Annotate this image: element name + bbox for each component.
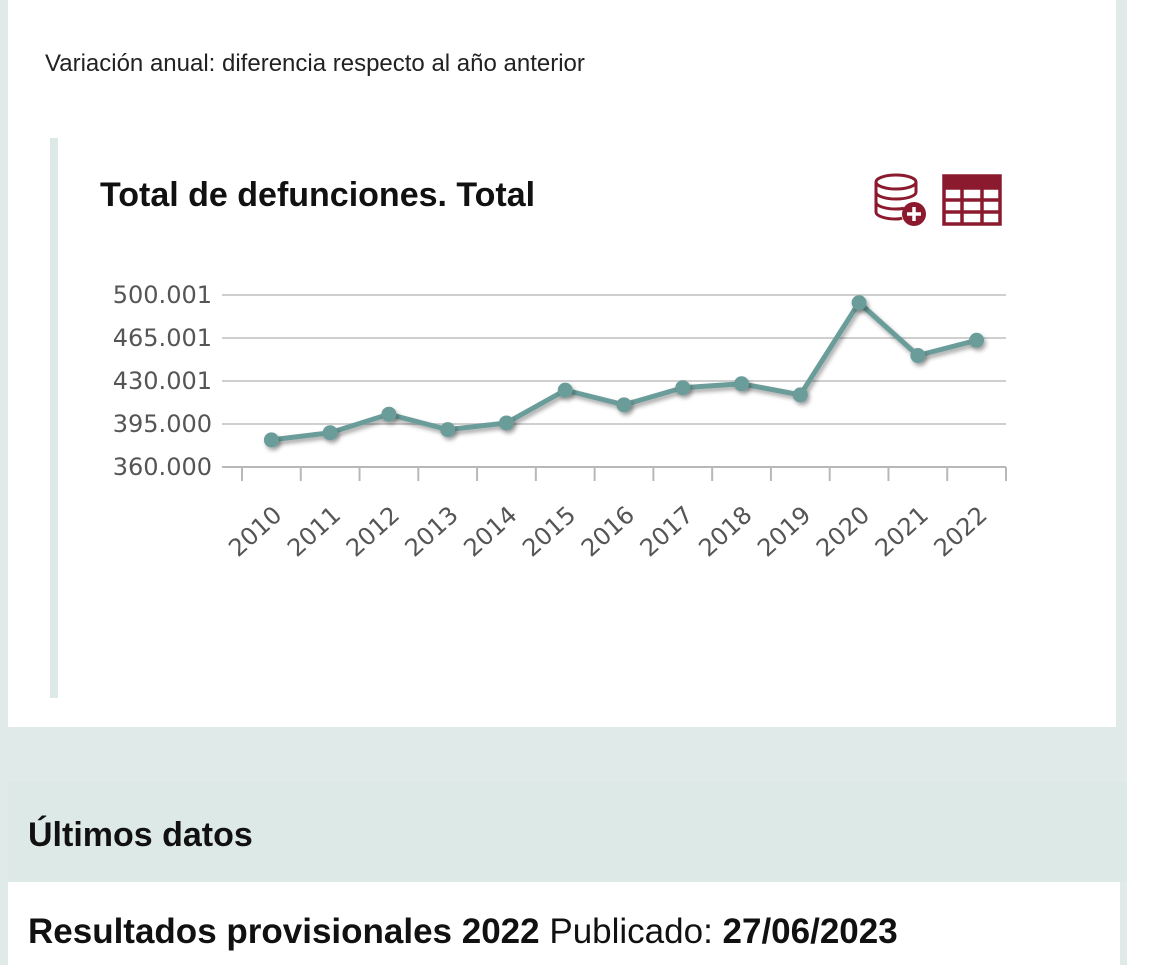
data-point <box>557 382 573 398</box>
latest-data-header: Últimos datos <box>8 782 1127 882</box>
y-tick-label: 430.001 <box>113 367 212 395</box>
data-point <box>675 380 691 396</box>
chart-title: Total de defunciones. Total <box>100 176 536 214</box>
data-point <box>498 415 514 431</box>
published-date: 27/06/2023 <box>722 912 898 951</box>
table-icon[interactable] <box>942 174 1002 226</box>
database-add-icon[interactable] <box>872 172 930 230</box>
y-tick-label: 395.000 <box>113 410 212 438</box>
line-chart: 500.001465.001430.001395.000360.00020102… <box>113 281 1007 563</box>
latest-data-heading: Últimos datos <box>28 816 253 854</box>
chart-panel: Total de defunciones. Total 500.001 465.0… <box>50 138 1110 698</box>
x-tick-label: 2011 <box>282 501 346 563</box>
latest-result-line: Resultados provisionales 2022 Publicado:… <box>28 912 898 952</box>
y-tick-label: 465.001 <box>113 324 212 352</box>
data-point <box>851 295 867 311</box>
latest-data-body: Resultados provisionales 2022 Publicado:… <box>8 882 1120 965</box>
x-tick-label: 2022 <box>929 501 993 563</box>
x-tick-label: 2019 <box>752 501 816 563</box>
x-tick-label: 2016 <box>576 501 640 563</box>
x-tick-label: 2015 <box>517 501 581 563</box>
chart-subtitle: Variación anual: diferencia respecto al … <box>45 50 585 77</box>
x-tick-label: 2017 <box>635 501 699 563</box>
y-tick-label: 500.001 <box>113 281 212 309</box>
data-point <box>440 422 456 438</box>
chart-panel-accent-bar <box>50 138 58 698</box>
x-tick-label: 2020 <box>811 501 875 563</box>
x-tick-label: 2014 <box>458 501 522 563</box>
data-point <box>792 387 808 403</box>
page-right-margin <box>1127 0 1170 965</box>
x-tick-label: 2012 <box>341 501 405 563</box>
data-point <box>263 432 279 448</box>
x-tick-label: 2021 <box>870 501 934 563</box>
data-point <box>616 397 632 413</box>
data-point <box>322 425 338 441</box>
y-tick-label: 360.000 <box>113 453 212 481</box>
x-tick-label: 2013 <box>400 501 464 563</box>
data-point <box>969 332 985 348</box>
published-label: Publicado: <box>549 912 713 951</box>
latest-result-title[interactable]: Resultados provisionales 2022 <box>28 912 540 951</box>
data-point <box>381 406 397 422</box>
data-point <box>910 348 926 364</box>
x-tick-label: 2010 <box>223 501 287 563</box>
x-tick-label: 2018 <box>693 501 757 563</box>
indicator-card <box>8 0 1116 727</box>
series-line <box>271 300 978 443</box>
data-point <box>734 376 750 392</box>
